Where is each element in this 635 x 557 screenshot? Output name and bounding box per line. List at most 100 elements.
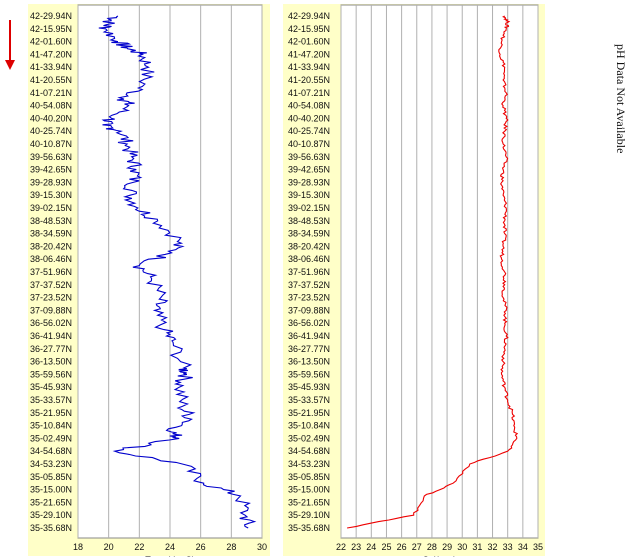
y-tick-label: 40-10.87N — [288, 139, 330, 149]
y-tick-label: 37-51.96N — [30, 267, 72, 277]
y-tick-label: 40-54.08N — [288, 101, 330, 111]
x-tick-label: 33 — [503, 542, 513, 552]
y-tick-label: 35-33.57N — [288, 395, 330, 405]
y-tick-label: 37-37.52N — [30, 280, 72, 290]
y-tick-label: 35-15.00N — [30, 485, 72, 495]
y-tick-label: 40-40.20N — [288, 113, 330, 123]
y-tick-label: 35-15.00N — [288, 485, 330, 495]
y-tick-label: 35-21.95N — [288, 408, 330, 418]
y-tick-label: 35-02.49N — [288, 433, 330, 443]
x-tick-label: 25 — [381, 542, 391, 552]
y-tick-label: 38-20.42N — [30, 241, 72, 251]
y-tick-label: 35-10.84N — [288, 421, 330, 431]
y-tick-label: 35-21.95N — [30, 408, 72, 418]
y-tick-label: 35-35.68N — [30, 523, 72, 533]
x-tick-label: 22 — [336, 542, 346, 552]
x-tick-label: 31 — [472, 542, 482, 552]
y-tick-label: 40-10.87N — [30, 139, 72, 149]
y-tick-label: 38-06.46N — [288, 254, 330, 264]
salinity-series-line — [347, 15, 519, 529]
x-tick-label: 24 — [366, 542, 376, 552]
y-tick-label: 41-47.20N — [288, 49, 330, 59]
x-tick-label: 29 — [442, 542, 452, 552]
y-tick-label: 39-56.63N — [288, 152, 330, 162]
temperature-profile-chart: 18 20 22 24 26 28 30 Temp(degC) 42-29.94N 42-15.9… — [28, 4, 270, 557]
x-axis-title: Temp(degC) — [145, 555, 195, 557]
y-tick-label: 35-05.85N — [288, 472, 330, 482]
y-tick-label: 35-59.56N — [30, 369, 72, 379]
y-tick-label: 35-21.65N — [30, 497, 72, 507]
y-tick-label: 39-15.30N — [30, 190, 72, 200]
y-tick-label: 34-54.68N — [30, 446, 72, 456]
y-tick-label: 36-13.50N — [30, 357, 72, 367]
x-axis-title: Sal(psu) — [423, 555, 457, 557]
x-tick-label: 35 — [533, 542, 543, 552]
ph-unavailable-note: pH Data Not Available — [614, 44, 628, 153]
x-tick-label: 23 — [351, 542, 361, 552]
y-tick-label: 35-21.65N — [288, 497, 330, 507]
x-tick-label: 27 — [412, 542, 422, 552]
x-tick-label: 28 — [226, 542, 236, 552]
y-tick-label: 37-51.96N — [288, 267, 330, 277]
y-tick-label: 40-40.20N — [30, 113, 72, 123]
y-tick-label: 38-48.53N — [288, 216, 330, 226]
y-tick-label: 42-01.60N — [288, 37, 330, 47]
y-tick-label: 34-53.23N — [288, 459, 330, 469]
y-tick-label: 41-07.21N — [30, 88, 72, 98]
x-tick-label: 30 — [257, 542, 267, 552]
x-tick-label: 26 — [196, 542, 206, 552]
y-tick-label: 41-07.21N — [288, 88, 330, 98]
y-tick-label: 37-09.88N — [30, 305, 72, 315]
y-tick-label: 34-53.23N — [30, 459, 72, 469]
y-tick-label: 36-27.77N — [30, 344, 72, 354]
x-tick-label: 26 — [397, 542, 407, 552]
y-tick-label: 39-28.93N — [30, 177, 72, 187]
y-tick-label: 38-34.59N — [288, 229, 330, 239]
y-tick-label: 36-56.02N — [30, 318, 72, 328]
y-tick-label: 39-42.65N — [30, 165, 72, 175]
y-tick-label: 37-37.52N — [288, 280, 330, 290]
y-tick-label: 42-29.94N — [288, 11, 330, 21]
y-tick-label: 39-42.65N — [288, 165, 330, 175]
arrow-head — [5, 60, 15, 70]
x-tick-label: 32 — [488, 542, 498, 552]
y-tick-label: 35-29.10N — [288, 510, 330, 520]
salinity-profile-chart: 22 23 24 25 26 27 28 29 30 31 32 33 34 35 Sal(psu) 42-2… — [283, 4, 545, 557]
x-tick-label: 34 — [518, 542, 528, 552]
y-tick-label: 39-56.63N — [30, 152, 72, 162]
plot-area — [340, 4, 539, 539]
direction-arrow-icon — [5, 20, 15, 70]
y-tick-label: 40-25.74N — [288, 126, 330, 136]
y-tick-label: 35-10.84N — [30, 421, 72, 431]
y-tick-label: 36-27.77N — [288, 344, 330, 354]
y-tick-label: 39-02.15N — [30, 203, 72, 213]
y-tick-label: 41-33.94N — [288, 62, 330, 72]
x-tick-label: 30 — [457, 542, 467, 552]
y-tick-label: 41-20.55N — [288, 75, 330, 85]
x-tick-label: 28 — [427, 542, 437, 552]
y-tick-label: 37-23.52N — [30, 293, 72, 303]
y-tick-label: 35-59.56N — [288, 369, 330, 379]
x-tick-label: 20 — [104, 542, 114, 552]
y-tick-label: 39-28.93N — [288, 177, 330, 187]
x-tick-label: 22 — [134, 542, 144, 552]
y-tick-label: 41-20.55N — [30, 75, 72, 85]
y-tick-label: 35-02.49N — [30, 433, 72, 443]
y-tick-label: 40-54.08N — [30, 101, 72, 111]
y-tick-label: 37-09.88N — [288, 305, 330, 315]
y-tick-label: 42-01.60N — [30, 37, 72, 47]
x-tick-label: 24 — [165, 542, 175, 552]
y-tick-label: 36-41.94N — [30, 331, 72, 341]
y-tick-label: 35-05.85N — [30, 472, 72, 482]
y-tick-label: 39-02.15N — [288, 203, 330, 213]
y-tick-label: 38-06.46N — [30, 254, 72, 264]
y-tick-label: 41-47.20N — [30, 49, 72, 59]
y-tick-label: 38-20.42N — [288, 241, 330, 251]
y-tick-label: 35-29.10N — [30, 510, 72, 520]
y-tick-label: 35-45.93N — [30, 382, 72, 392]
x-tick-label: 18 — [73, 542, 83, 552]
y-tick-label: 42-15.95N — [288, 24, 330, 34]
y-tick-label: 40-25.74N — [30, 126, 72, 136]
y-tick-label: 42-29.94N — [30, 11, 72, 21]
temperature-series-line — [98, 15, 257, 529]
